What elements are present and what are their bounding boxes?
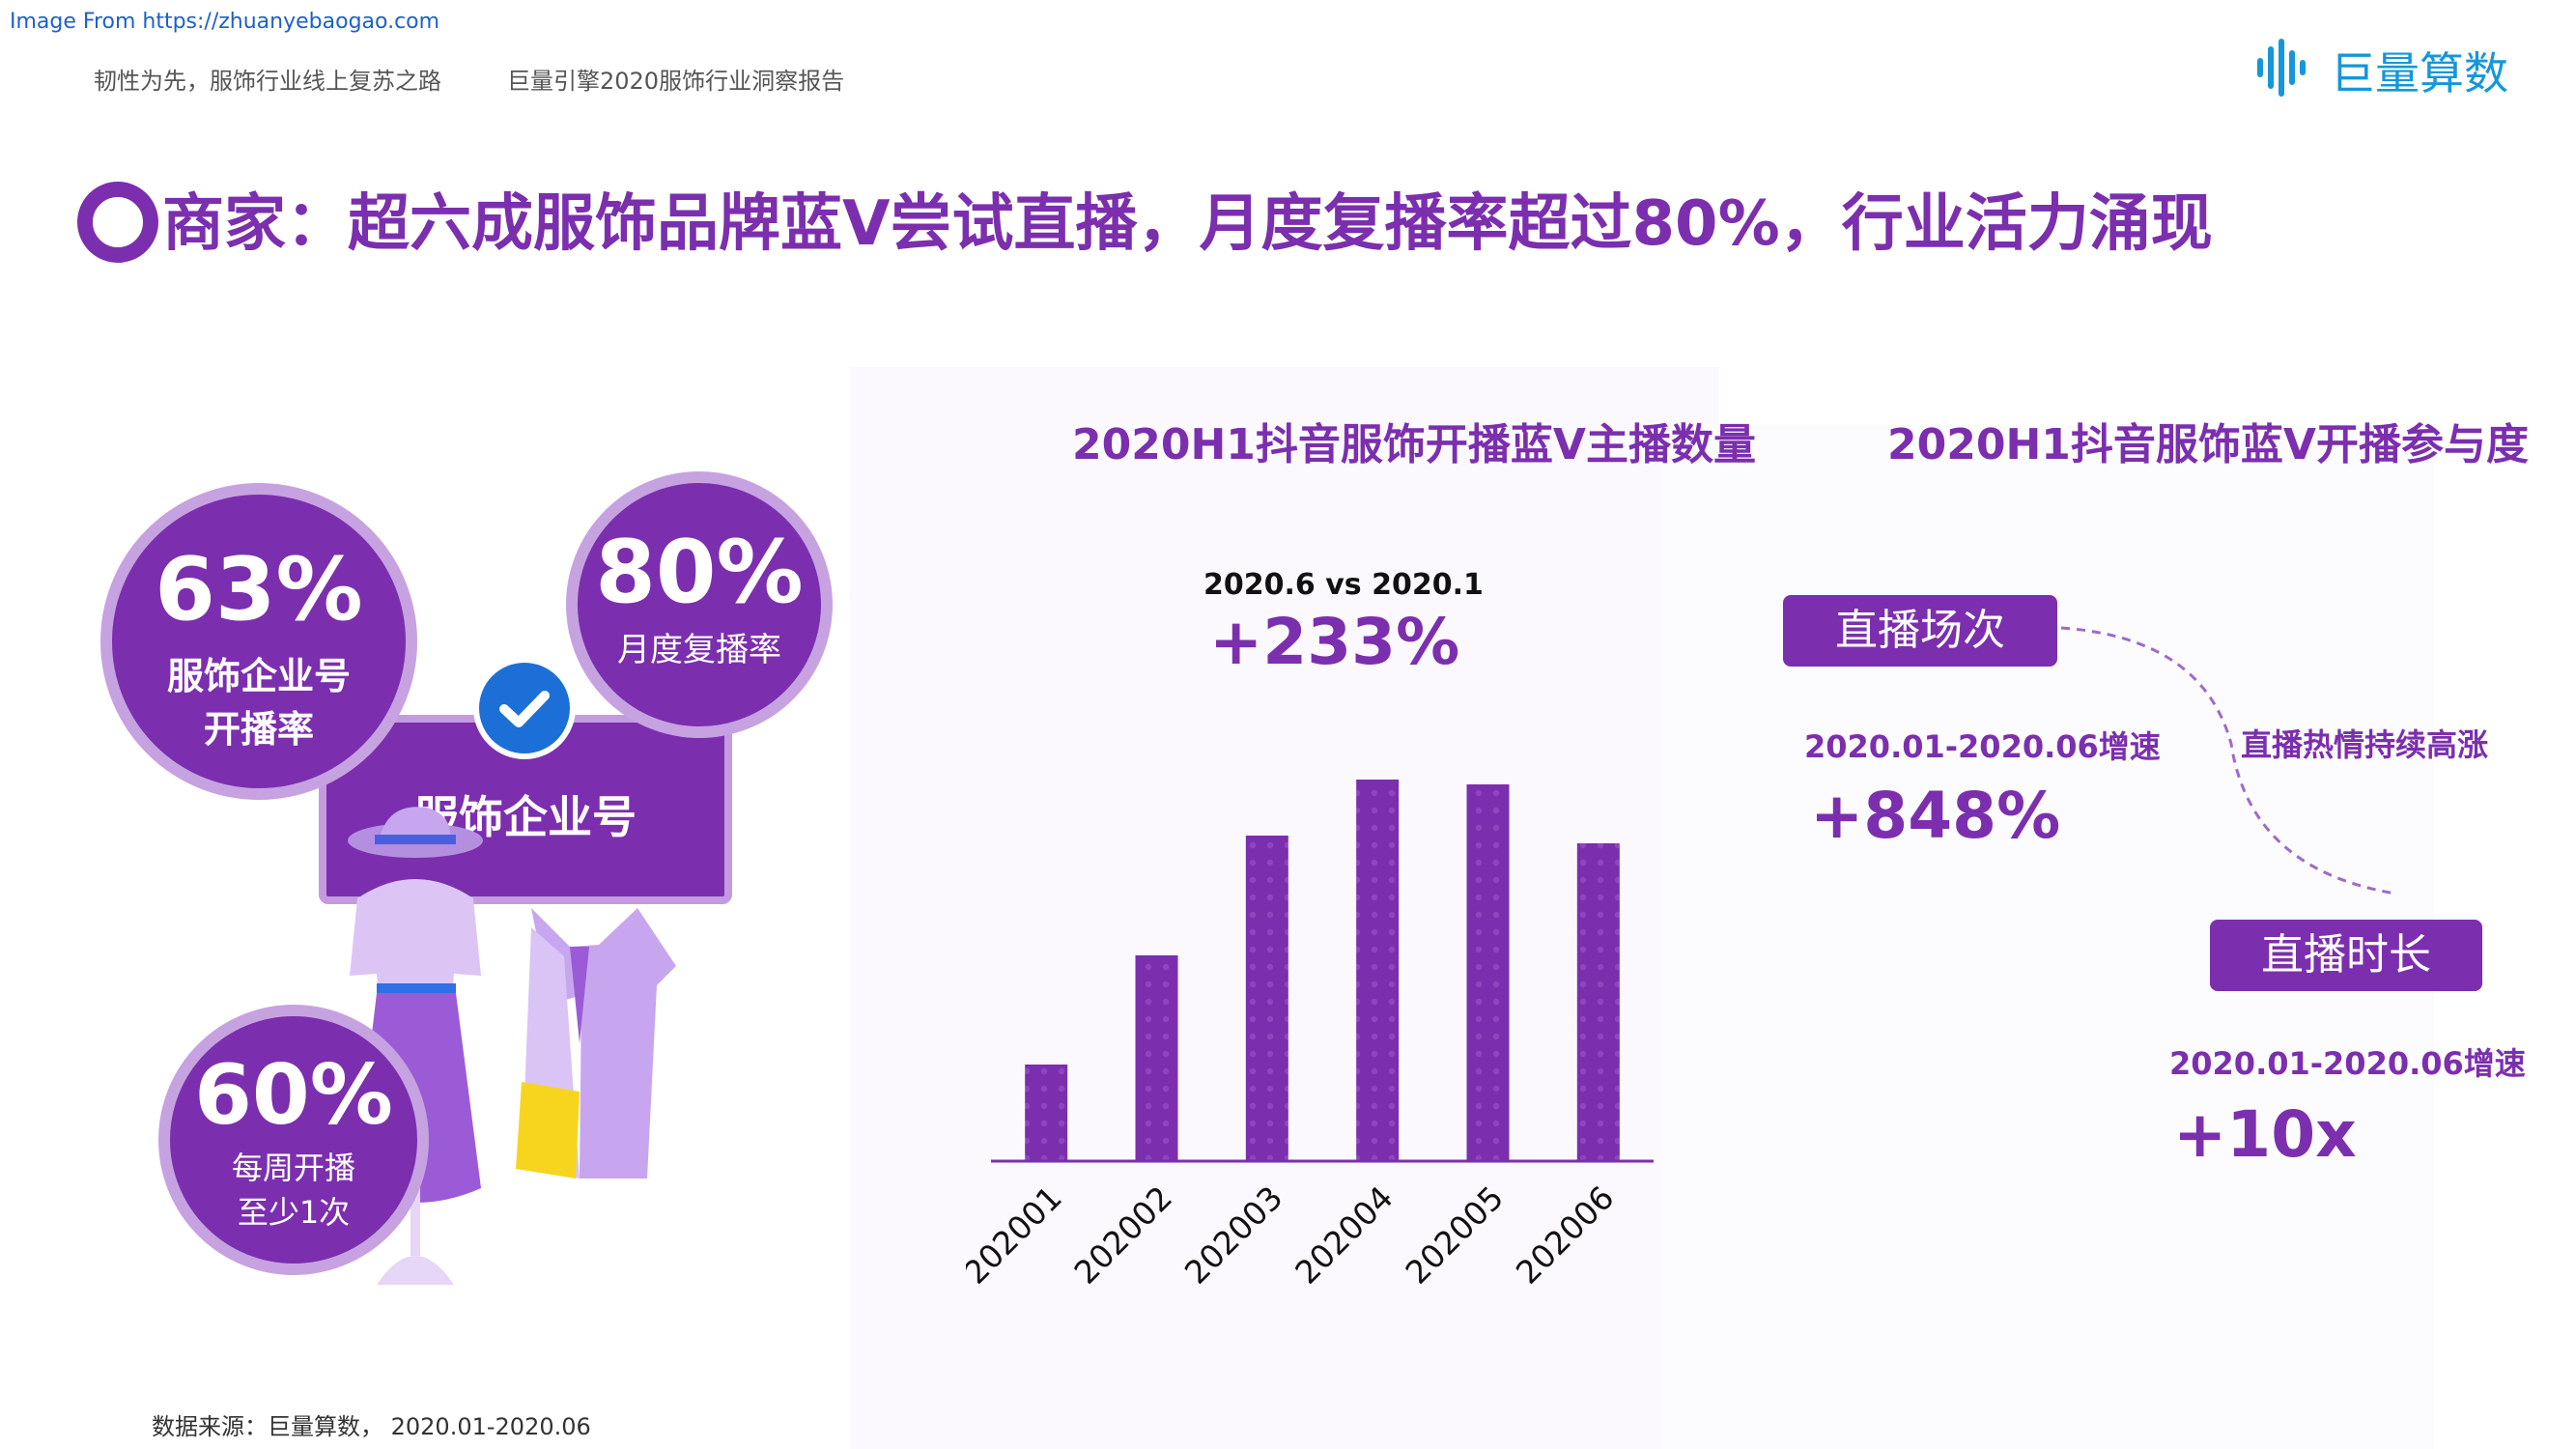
stat-value-80: 80% xyxy=(595,522,804,623)
growth-label-sessions: 2020.01-2020.06增速 xyxy=(1804,728,2161,765)
dashed-connector xyxy=(2060,626,2396,895)
stat-value-60: 60% xyxy=(194,1047,393,1144)
engagement-title: 2020H1抖音服饰蓝V开播参与度 xyxy=(1887,420,2529,469)
x-tick-label: 202002 xyxy=(1066,1179,1179,1292)
growth-value-duration: +10x xyxy=(2173,1097,2357,1172)
clothes-rack-illustration xyxy=(516,908,676,1179)
stat-label-80: 月度复播率 xyxy=(617,631,781,669)
bar-202005 xyxy=(1466,784,1510,1161)
stat-circle-rebroadcast-rate: 80% 月度复播率 xyxy=(566,471,833,738)
x-tick-label: 202006 xyxy=(1509,1179,1622,1292)
data-source: 数据来源：巨量算数， 2020.01-2020.06 xyxy=(152,1413,591,1440)
stat-label-63-line1: 服饰企业号 xyxy=(166,655,351,697)
bar-202004 xyxy=(1356,780,1400,1161)
growth-label-duration: 2020.01-2020.06增速 xyxy=(2169,1045,2526,1082)
stat-value-63: 63% xyxy=(155,539,363,640)
bar-202001 xyxy=(1025,1065,1068,1161)
bar-202003 xyxy=(1245,836,1288,1161)
bar-chart-title: 2020H1抖音服饰开播蓝V主播数量 xyxy=(1072,420,1756,469)
stat-label-63-line2: 开播率 xyxy=(203,708,314,751)
comparison-label: 2020.6 vs 2020.1 xyxy=(1203,568,1484,602)
title-bullet-icon xyxy=(77,182,158,263)
comparison-value: +233% xyxy=(1209,605,1460,679)
stat-label-60-line2: 至少1次 xyxy=(237,1194,351,1231)
pill-live-duration: 直播时长 xyxy=(2210,920,2482,991)
report-subtitle-left: 韧性为先，服饰行业线上复苏之路 xyxy=(94,68,441,95)
bar-202006 xyxy=(1576,843,1620,1161)
brand-logo: 巨量算数 xyxy=(2253,37,2508,99)
source-link[interactable]: Image From https://zhuanyebaogao.com xyxy=(10,10,440,34)
report-subtitle-right: 巨量引擎2020服饰行业洞察报告 xyxy=(507,68,845,95)
x-tick-label: 202004 xyxy=(1288,1179,1401,1292)
stat-circle-broadcast-rate: 63% 服饰企业号 开播率 xyxy=(100,483,417,800)
pill-live-sessions: 直播场次 xyxy=(1783,595,2057,667)
logo-text: 巨量算数 xyxy=(2331,47,2508,99)
bar-202002 xyxy=(1135,955,1178,1161)
x-tick-label: 202001 xyxy=(966,1179,1069,1292)
trend-note: 直播热情持续高涨 xyxy=(2241,726,2489,763)
page-title: 商家：超六成服饰品牌蓝V尝试直播，月度复播率超过80%，行业活力涌现 xyxy=(162,188,2213,260)
logo-bars-icon xyxy=(2257,39,2306,97)
stat-label-60-line1: 每周开播 xyxy=(231,1150,355,1186)
growth-value-sessions: +848% xyxy=(1810,779,2061,853)
x-tick-label: 202003 xyxy=(1177,1179,1290,1292)
x-tick-label: 202005 xyxy=(1398,1179,1511,1292)
stat-circle-weekly-broadcast: 60% 每周开播 至少1次 xyxy=(158,1005,429,1275)
checkmark-icon xyxy=(473,657,576,759)
